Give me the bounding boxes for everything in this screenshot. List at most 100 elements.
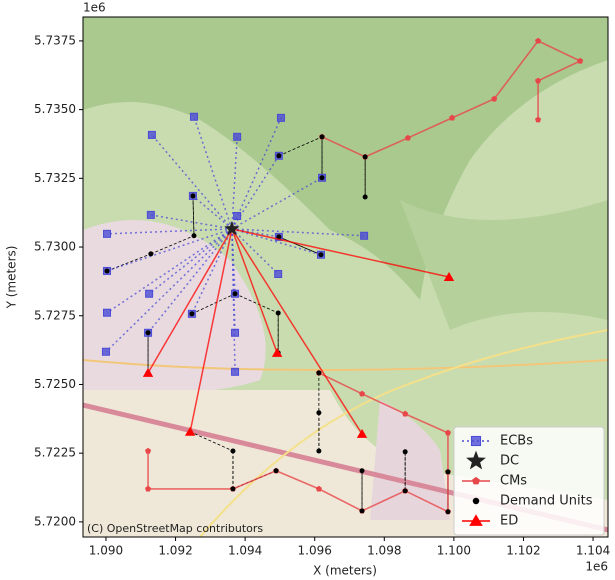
demand-unit-marker (402, 449, 408, 455)
ecb-marker (231, 367, 240, 376)
demand-unit-marker (189, 311, 195, 317)
demand-unit-marker (276, 153, 282, 159)
dc-link (147, 228, 233, 374)
dc-link (231, 228, 363, 435)
demand-unit-marker (359, 468, 365, 474)
dc-link (231, 228, 278, 354)
attribution: (C) OpenStreetMap contributors (87, 522, 263, 535)
demand-unit-marker (275, 310, 281, 316)
demand-link (234, 293, 279, 314)
demand-link (150, 235, 195, 255)
legend-box (453, 426, 605, 536)
demand-unit-marker (445, 509, 451, 515)
demand-unit-marker (190, 193, 196, 199)
dc-link (106, 228, 233, 314)
cm-marker (535, 37, 542, 44)
ecb-marker (231, 328, 240, 337)
demand-unit-marker (145, 330, 151, 336)
legend-marker (472, 497, 480, 505)
dc-link (147, 228, 233, 334)
ecb-marker (103, 308, 112, 317)
demand-unit-marker (319, 175, 325, 181)
dc-marker (224, 220, 240, 236)
x-tick-label: 1.098 (367, 544, 401, 558)
demand-link (192, 195, 195, 236)
legend-label: CMs (500, 474, 527, 489)
ecb-marker (147, 130, 156, 139)
cm-marker (535, 77, 542, 84)
legend-marker (469, 514, 483, 526)
y-tick-label: 5.7350 (34, 102, 76, 116)
legend-marker (466, 450, 486, 470)
plot-frame (82, 16, 609, 538)
demand-unit-marker (148, 251, 154, 257)
demand-unit-marker (362, 194, 368, 200)
demand-unit-marker (230, 486, 236, 492)
y-tick-label: 5.7250 (34, 377, 76, 391)
demand-unit-marker (402, 488, 408, 494)
x-tick-label: 1.096 (298, 544, 332, 558)
ecb-marker (189, 112, 198, 121)
ecb-marker (360, 231, 369, 240)
demand-unit-marker (276, 234, 282, 240)
ed-marker (271, 347, 283, 357)
demand-link (191, 293, 236, 315)
demand-unit-marker (316, 410, 322, 416)
y-tick-label: 5.7325 (34, 171, 76, 185)
legend-label: ECBs (500, 434, 533, 449)
dc-link (192, 195, 233, 230)
legend-label: Demand Units (500, 494, 593, 509)
dc-link (151, 134, 233, 230)
dc-link (191, 228, 233, 315)
demand-unit-marker (362, 154, 368, 160)
y-tick-label: 5.7225 (34, 446, 76, 460)
ecb-marker (103, 229, 112, 238)
ecb-marker (276, 113, 285, 122)
dc-link (231, 228, 236, 372)
dc-link (231, 228, 450, 278)
ecb-marker (101, 347, 110, 356)
demand-unit-marker (104, 268, 110, 274)
cm-marker (449, 114, 456, 121)
demand-unit-marker (316, 370, 322, 376)
x-tick-label: 1.090 (89, 544, 123, 558)
legend-label: DC (500, 454, 519, 469)
ed-marker (184, 426, 196, 436)
legend-marker (470, 435, 482, 447)
x-tick-label: 1.102 (506, 544, 540, 558)
x-tick-label: 1.104 (576, 544, 610, 558)
ed-marker (142, 367, 154, 377)
demand-link (278, 236, 322, 256)
y-tick-label: 5.7275 (34, 308, 76, 322)
legend-label: ED (500, 514, 518, 529)
dc-link (231, 228, 279, 275)
plot-layer (101, 37, 584, 515)
demand-unit-marker (359, 508, 365, 514)
dc-link (231, 228, 322, 256)
dc-link (105, 228, 233, 353)
demand-link (189, 431, 234, 452)
x-tick-label: 1.100 (437, 544, 471, 558)
demand-link (106, 253, 151, 272)
cm-marker (404, 134, 411, 141)
cm-marker (145, 485, 152, 492)
ed-marker (356, 428, 368, 438)
dc-link (106, 228, 233, 272)
demand-link (278, 136, 323, 157)
y-offset-label: 1e6 (83, 1, 106, 15)
cm-marker (491, 95, 498, 102)
demand-unit-marker (445, 469, 451, 475)
dc-link (231, 177, 323, 230)
y-tick-label: 5.7300 (34, 240, 76, 254)
dc-link (231, 228, 365, 237)
ecb-marker (233, 132, 242, 141)
y-tick-label: 5.7200 (34, 514, 76, 528)
dc-link (231, 136, 238, 229)
ecb-marker (146, 210, 155, 219)
cm-marker (402, 410, 409, 417)
ecb-marker (145, 289, 154, 298)
demand-unit-marker (191, 233, 197, 239)
demand-unit-marker (273, 468, 279, 474)
cm-marker (535, 116, 542, 123)
